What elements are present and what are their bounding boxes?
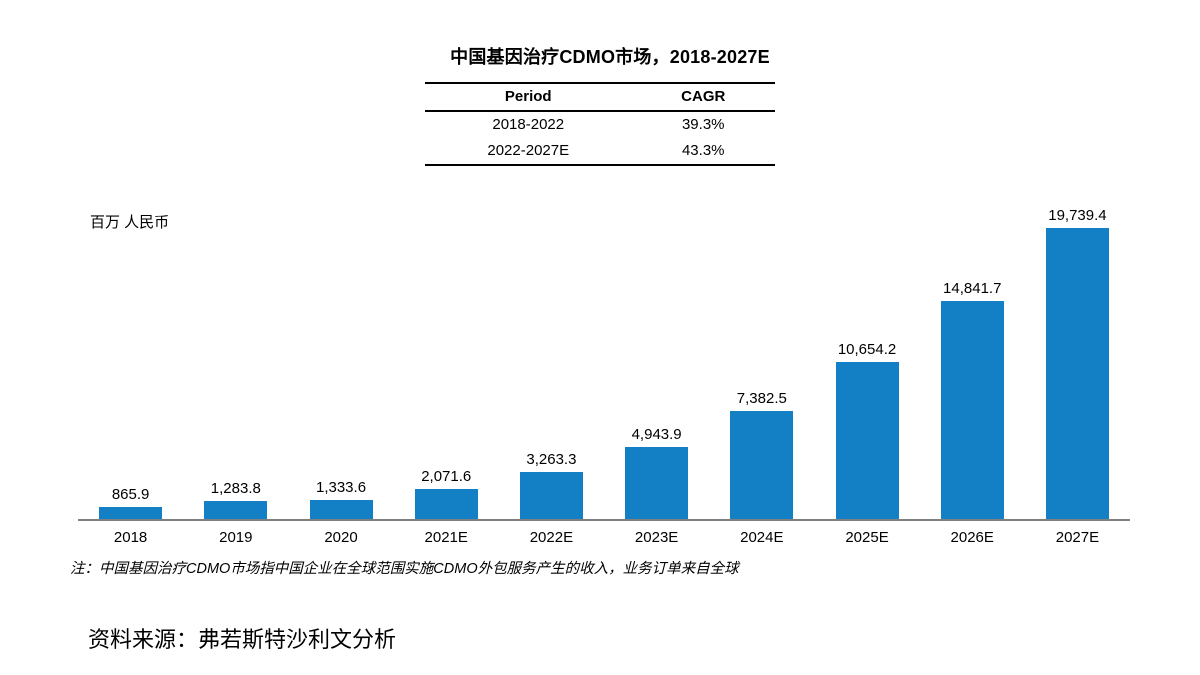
bar [940,300,1004,520]
chart-title: 中国基因治疗CDMO市场，2018-2027E [450,47,770,67]
x-axis-tick-label: 2019 [219,529,253,546]
bar [204,501,268,520]
bar-value-label: 4,943.9 [631,425,682,443]
chart-footnote: 注：中国基因治疗CDMO市场指中国企业在全球范围实施CDMO外包服务产生的收入，… [70,561,739,577]
x-axis-tick-label: 2020 [324,529,358,546]
bar-value-label: 1,283.8 [210,480,261,497]
x-axis-tick-label: 2024E [740,529,784,546]
cagr-table-cell-cagr: 43.3% [681,142,725,159]
bar-column: 19,739.4 [1025,195,1130,520]
bar-column: 2,071.6 [394,195,499,520]
bar-column: 7,382.5 [709,195,814,520]
cagr-table-cell-period: 2018-2022 [492,116,565,133]
source-attribution: 资料来源：弗若斯特沙利文分析 [88,627,397,652]
x-axis-tick-label: 2027E [1055,529,1100,546]
bar [414,489,478,520]
x-axis-line [78,519,1130,521]
categories-row: 2018 2019 2020 2021E 2022E 2023E 2024E 2025E 202… [78,529,1130,546]
bar-column: 14,841.7 [920,195,1025,520]
bar [625,446,689,520]
bar-column: 1,283.8 [183,195,288,520]
bar-value-label: 3,263.3 [526,450,577,468]
bar-value-label: 19,739.4 [1048,207,1107,224]
bar-value-label: 865.9 [111,486,150,504]
bar [99,507,163,520]
x-axis-tick-label: 2025E [845,529,889,546]
table-row: 2018-2022 39.3% [425,112,775,138]
x-axis-tick-label: 2018 [113,529,148,546]
cagr-table: Period CAGR 2018-2022 39.3% 2022-2027E 4… [425,82,775,166]
bar-value-label: 14,841.7 [943,279,1002,297]
bar-column: 1,333.6 [288,195,393,520]
table-row: 2022-2027E 43.3% [425,138,775,164]
bar [309,500,373,520]
bar [1045,228,1109,520]
bar-value-label: 7,382.5 [736,389,787,407]
bar [835,362,899,520]
bar-value-label: 2,071.6 [421,468,472,486]
bar [730,410,794,520]
cagr-table-header-period: Period [504,88,552,105]
bar-value-label: 10,654.2 [837,341,897,359]
cagr-table-header-row: Period CAGR [425,84,775,112]
bar-column: 865.9 [78,195,183,520]
x-axis-tick-label: 2023E [634,529,679,546]
bar-column: 10,654.2 [814,195,919,520]
cagr-table-header-cagr: CAGR [681,88,726,105]
cagr-table-cell-period: 2022-2027E [487,142,570,159]
bar-column: 4,943.9 [604,195,709,520]
bars-row: 865.9 1,283.8 1,333.6 2,071.6 3,263.3 4,943.9… [78,195,1130,520]
y-axis-unit-label: 百万 人民币 [90,214,170,231]
bar-value-label: 1,333.6 [315,479,367,497]
x-axis-tick-label: 2026E [950,529,994,546]
bar [519,471,583,520]
bar-column: 3,263.3 [499,195,604,520]
x-axis-tick-label: 2022E [529,529,574,546]
x-axis-tick-label: 2021E [424,529,468,546]
cagr-table-cell-cagr: 39.3% [681,116,725,133]
